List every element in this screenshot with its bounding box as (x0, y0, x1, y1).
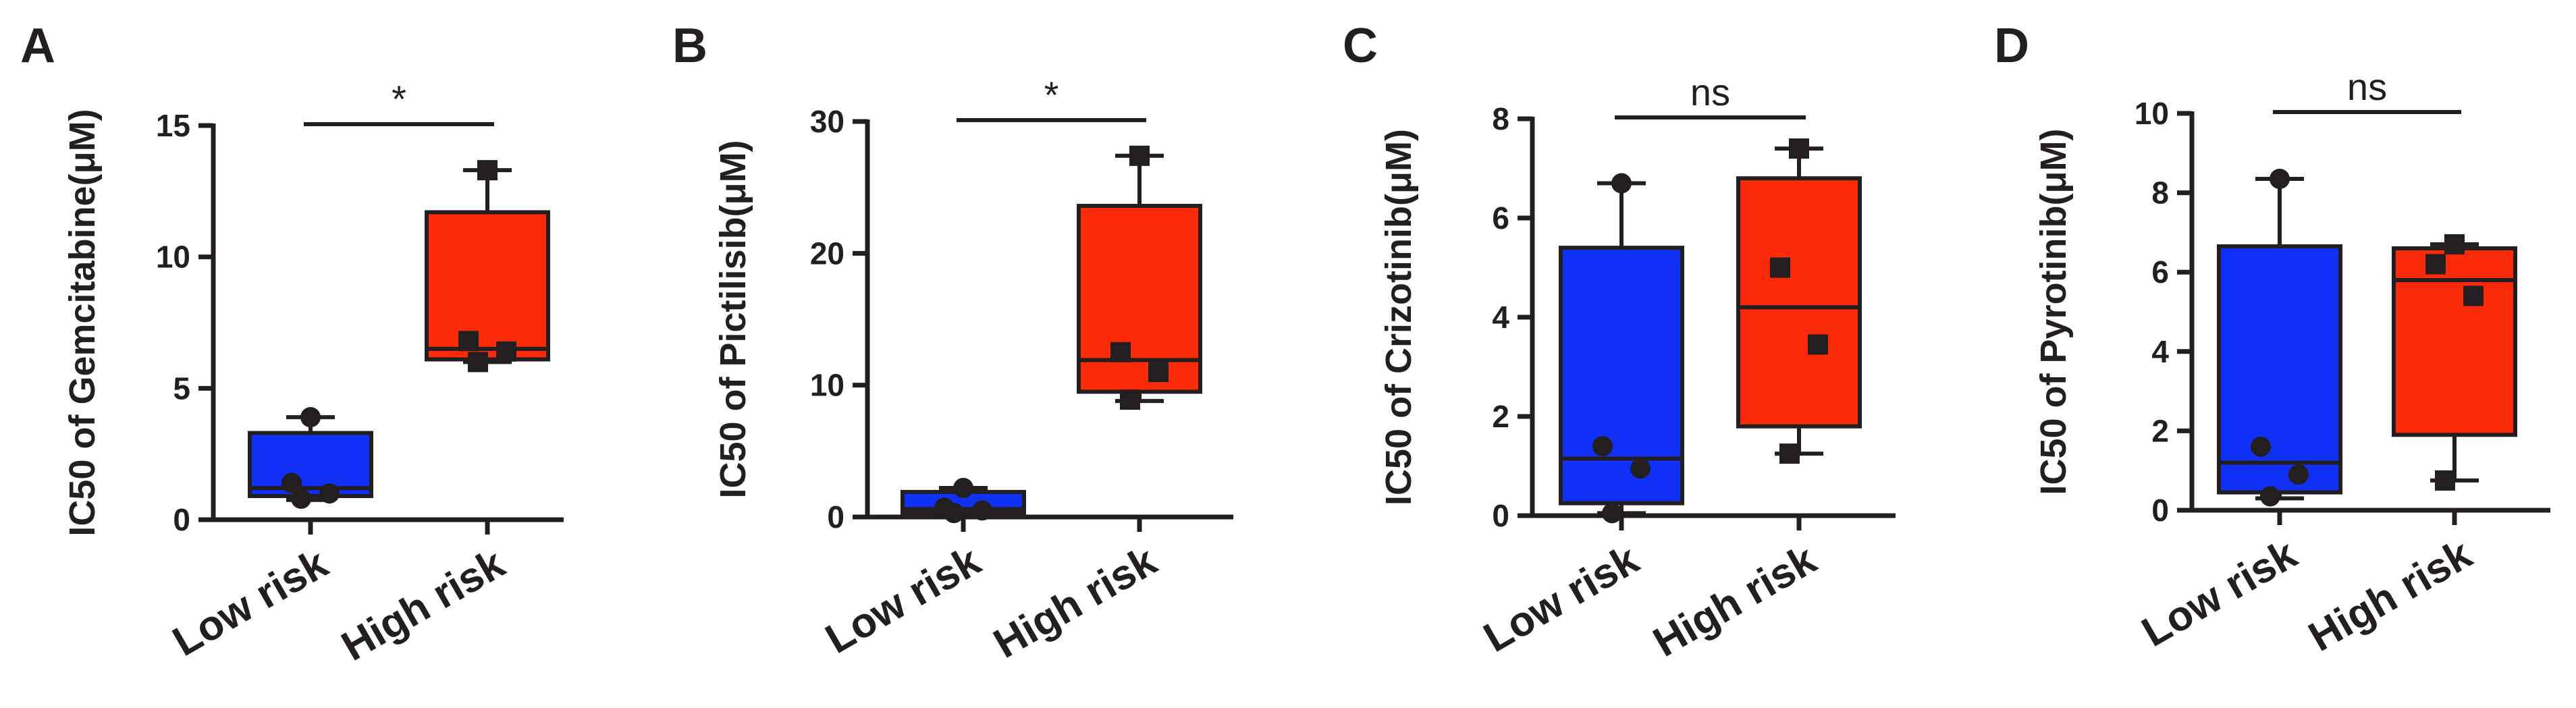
y-tick-label: 0 (2151, 493, 2169, 528)
box-low-risk (248, 407, 373, 509)
y-tick-label: 8 (2151, 175, 2169, 211)
box-body (1077, 204, 1202, 394)
data-point (1770, 257, 1790, 278)
panel-b: B IC50 of Pictilisib(μM) 0 10 20 30 Low riskHi… (672, 19, 1233, 668)
panel-c: C IC50 of Crizotinib(μM) 0 2 4 6 8 Low riskHigh… (1343, 19, 1896, 666)
box-low-risk (2217, 169, 2342, 507)
box-high-risk (1077, 145, 1202, 410)
data-point (468, 352, 488, 373)
x-category-label: High risk (2301, 530, 2480, 661)
y-tick-label: 8 (1492, 101, 1509, 136)
significance-label: ns (1690, 71, 1730, 113)
data-point (281, 472, 302, 493)
y-tick-label: 10 (2135, 96, 2169, 131)
data-point (2463, 285, 2484, 306)
data-point (458, 331, 479, 352)
significance-label: * (1044, 74, 1059, 116)
y-tick-label: 30 (810, 104, 844, 139)
box-high-risk (425, 160, 550, 373)
significance-label: * (392, 78, 406, 120)
data-point (1592, 436, 1613, 457)
data-point (1808, 334, 1828, 355)
x-category-label: Low risk (165, 540, 336, 665)
y-axis-label: IC50 of Pyrotinib(μM) (2033, 128, 2074, 495)
box-body (2217, 244, 2342, 495)
data-point (2435, 470, 2455, 491)
y-axis-label: IC50 of Gemcitabine(μM) (62, 109, 103, 536)
y-tick-label: 10 (156, 240, 190, 275)
x-category-label: Low risk (818, 537, 989, 663)
y-tick-label: 0 (827, 499, 844, 535)
box-body (425, 210, 550, 362)
y-tick-label: 10 (810, 368, 844, 403)
data-point (2444, 234, 2465, 255)
panel-d: D IC50 of Pyrotinib(μM) 0 2 4 6 8 10 Low riskHig… (1994, 19, 2550, 661)
x-category-label: High risk (1646, 536, 1825, 666)
y-tick-label: 2 (2151, 413, 2169, 448)
data-point (2270, 169, 2290, 190)
y-tick-label: 20 (810, 236, 844, 271)
x-category-label: Low risk (2135, 530, 2305, 656)
data-point (2251, 436, 2271, 457)
y-tick-label: 0 (173, 502, 190, 537)
y-axis-label: IC50 of Crizotinib(μM) (1378, 129, 1419, 506)
data-point (972, 500, 992, 521)
box-body (1736, 176, 1862, 429)
data-point (953, 478, 973, 499)
data-point (1779, 443, 1800, 464)
data-point (2288, 464, 2309, 485)
x-category-label: High risk (986, 537, 1165, 668)
data-point (1611, 173, 1632, 194)
box-body (248, 431, 373, 498)
y-tick-label: 5 (173, 371, 190, 406)
y-tick-label: 4 (1492, 300, 1509, 335)
y-tick-label: 6 (1492, 200, 1509, 236)
data-point (1148, 362, 1169, 383)
data-point (944, 503, 964, 524)
data-point (2260, 486, 2280, 507)
x-category-label: High risk (334, 540, 513, 670)
y-axis-label: IC50 of Pictilisib(μM) (713, 140, 753, 498)
y-tick-label: 4 (2151, 334, 2169, 369)
panel-letter: C (1343, 19, 1378, 73)
data-point (477, 160, 498, 181)
box-low-risk (1559, 173, 1684, 524)
data-point (1120, 389, 1140, 410)
y-tick-label: 6 (2151, 254, 2169, 290)
data-point (1602, 503, 1622, 524)
significance-label: ns (2347, 65, 2387, 108)
data-point (300, 407, 321, 428)
data-point (1129, 145, 1150, 166)
y-tick-label: 2 (1492, 399, 1509, 434)
data-point (1789, 138, 1809, 159)
box-low-risk (901, 478, 1026, 524)
data-point (319, 483, 340, 504)
box-high-risk (1736, 138, 1862, 464)
data-point (291, 488, 311, 509)
data-point (1110, 342, 1131, 362)
data-point (2425, 254, 2446, 275)
box-high-risk (2392, 234, 2517, 491)
box-body (2392, 246, 2517, 437)
panel-letter: D (1994, 19, 2029, 73)
x-category-label: Low risk (1476, 536, 1647, 661)
y-tick-label: 0 (1492, 498, 1509, 533)
data-point (496, 341, 516, 362)
panel-letter: B (672, 19, 707, 73)
panel-letter: A (20, 19, 55, 73)
box-body (1559, 246, 1684, 506)
data-point (1630, 458, 1651, 479)
y-tick-label: 15 (156, 108, 190, 143)
